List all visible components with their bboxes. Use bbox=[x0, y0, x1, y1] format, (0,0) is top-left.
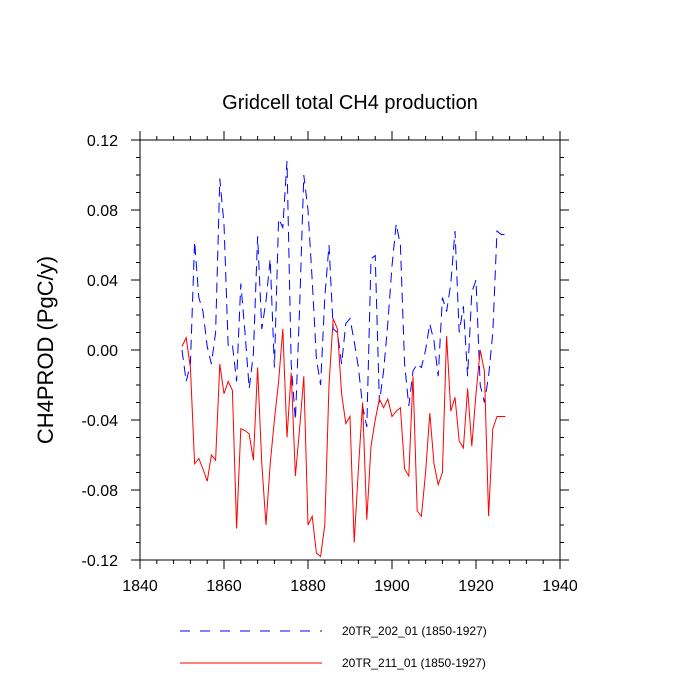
y-tick-label: 0.00 bbox=[87, 343, 118, 360]
x-tick-label: 1860 bbox=[206, 578, 242, 595]
series-line-20tr-202 bbox=[181, 160, 506, 428]
y-tick-label: -0.08 bbox=[82, 483, 119, 500]
plot-frame bbox=[139, 139, 561, 561]
x-tick-label: 1880 bbox=[290, 578, 326, 595]
y-tick-label: 0.08 bbox=[87, 203, 118, 220]
legend: 20TR_202_01 (1850-1927) 20TR_211_01 (1850… bbox=[180, 624, 487, 670]
axis-tick-labels: 1840 1860 1880 1900 1920 1940 -0.12 -0.08 -0.04 0… bbox=[82, 133, 578, 595]
series-line-20tr-211 bbox=[181, 318, 506, 558]
x-tick-label: 1940 bbox=[542, 578, 578, 595]
data-series bbox=[181, 160, 506, 558]
y-tick-label: 0.04 bbox=[87, 273, 118, 290]
axis-ticks bbox=[131, 131, 569, 569]
y-tick-label: -0.12 bbox=[82, 553, 119, 570]
y-tick-label: -0.04 bbox=[82, 413, 119, 430]
x-tick-label: 1840 bbox=[122, 578, 158, 595]
y-tick-label: 0.12 bbox=[87, 133, 118, 150]
chart-title: Gridcell total CH4 production bbox=[222, 92, 478, 114]
legend-label: 20TR_202_01 (1850-1927) bbox=[342, 624, 487, 638]
legend-label: 20TR_211_01 (1850-1927) bbox=[342, 656, 486, 670]
y-axis-label: CH4PROD (PgC/y) bbox=[33, 256, 58, 444]
x-tick-label: 1920 bbox=[458, 578, 494, 595]
x-tick-label: 1900 bbox=[374, 578, 410, 595]
